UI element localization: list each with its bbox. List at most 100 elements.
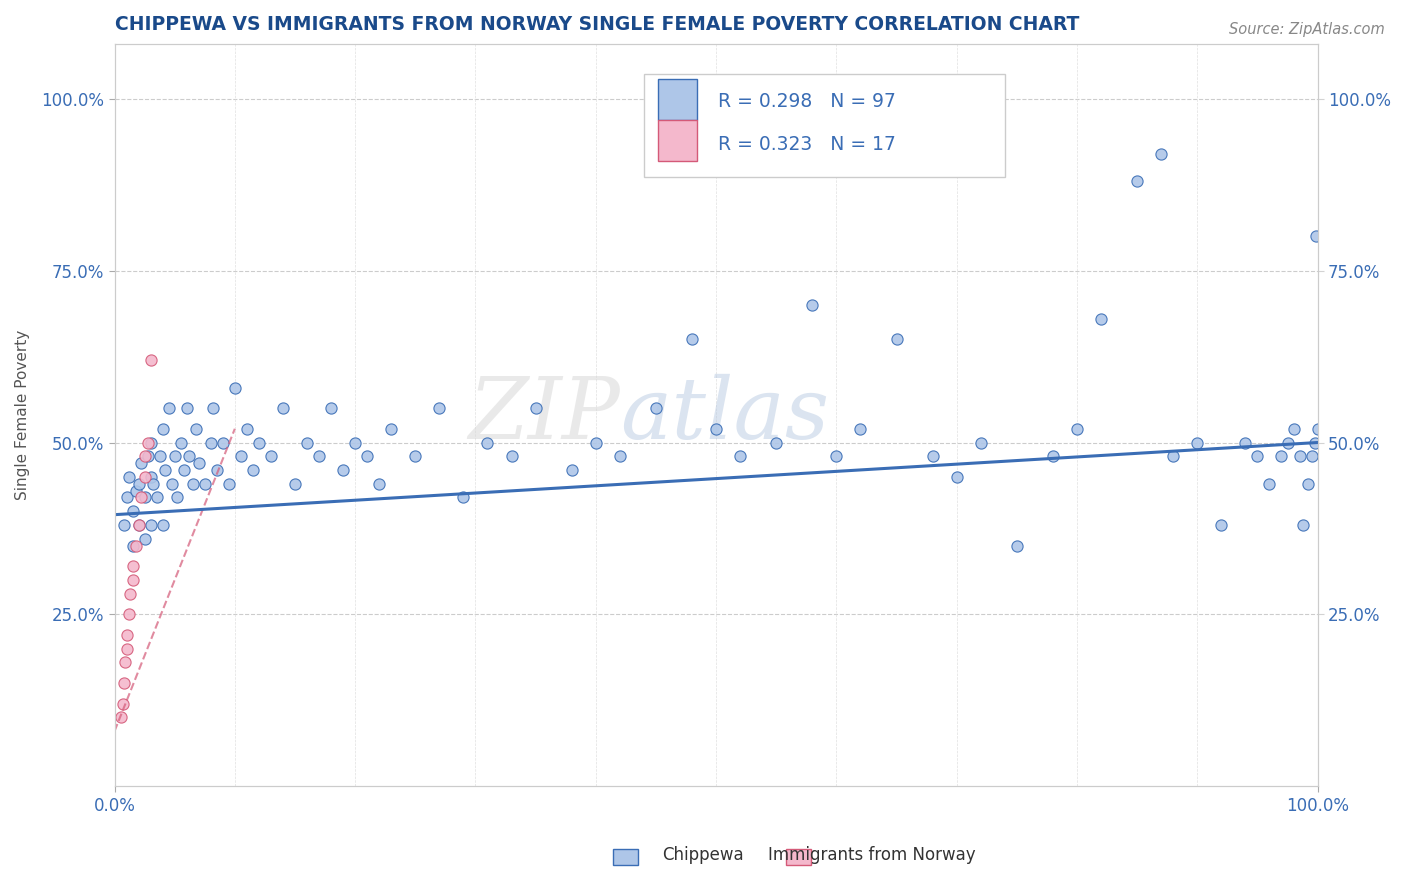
Point	[1282, 422, 1305, 436]
Point	[152, 422, 174, 436]
Point	[271, 401, 294, 416]
Point	[162, 476, 184, 491]
Point	[236, 422, 259, 436]
Point	[134, 491, 156, 505]
Point	[1305, 229, 1327, 244]
Point	[404, 449, 426, 463]
Point	[501, 449, 523, 463]
Point	[308, 449, 330, 463]
Point	[211, 435, 233, 450]
Point	[129, 456, 152, 470]
Point	[142, 476, 165, 491]
Point	[453, 491, 475, 505]
FancyBboxPatch shape	[658, 78, 697, 120]
Point	[1296, 476, 1319, 491]
Point	[380, 422, 402, 436]
Point	[128, 518, 150, 533]
Point	[121, 504, 143, 518]
Point	[149, 449, 172, 463]
Point	[115, 491, 138, 505]
Point	[153, 463, 176, 477]
Point	[121, 539, 143, 553]
FancyBboxPatch shape	[658, 120, 697, 161]
Point	[561, 463, 583, 477]
Point	[139, 353, 162, 368]
Point	[681, 333, 703, 347]
Point	[118, 470, 141, 484]
Text: Chippewa: Chippewa	[662, 846, 744, 863]
Point	[152, 518, 174, 533]
Text: atlas: atlas	[620, 374, 830, 457]
Point	[128, 476, 150, 491]
Point	[121, 559, 143, 574]
Point	[1161, 449, 1184, 463]
Point	[319, 401, 342, 416]
Point	[849, 422, 872, 436]
Point	[218, 476, 240, 491]
Point	[176, 401, 198, 416]
Point	[136, 435, 159, 450]
Point	[163, 449, 186, 463]
Point	[129, 491, 152, 505]
Point	[1234, 435, 1257, 450]
Point	[295, 435, 318, 450]
Point	[114, 656, 136, 670]
Point	[157, 401, 180, 416]
Point	[1211, 518, 1233, 533]
Point	[200, 435, 222, 450]
Point	[1126, 174, 1149, 188]
Point	[801, 298, 824, 312]
Point	[134, 532, 156, 546]
Point	[115, 628, 138, 642]
Point	[945, 470, 967, 484]
Point	[125, 539, 148, 553]
Point	[1090, 311, 1112, 326]
Point	[202, 401, 225, 416]
Point	[247, 435, 270, 450]
Point	[1270, 449, 1292, 463]
Point	[110, 710, 132, 724]
Point	[166, 491, 188, 505]
Point	[194, 476, 217, 491]
Point	[118, 607, 141, 622]
Point	[704, 422, 727, 436]
Point	[170, 435, 193, 450]
Y-axis label: Single Female Poverty: Single Female Poverty	[15, 330, 30, 500]
Point	[344, 435, 367, 450]
Point	[136, 449, 159, 463]
Point	[825, 449, 848, 463]
Point	[1288, 449, 1310, 463]
Point	[1066, 422, 1088, 436]
Point	[121, 573, 143, 587]
Point	[524, 401, 547, 416]
Point	[1187, 435, 1209, 450]
Point	[1301, 449, 1323, 463]
Text: CHIPPEWA VS IMMIGRANTS FROM NORWAY SINGLE FEMALE POVERTY CORRELATION CHART: CHIPPEWA VS IMMIGRANTS FROM NORWAY SINGL…	[114, 15, 1078, 34]
Point	[112, 518, 135, 533]
Point	[134, 449, 156, 463]
Point	[205, 463, 228, 477]
Point	[229, 449, 252, 463]
Point	[1292, 518, 1315, 533]
Point	[477, 435, 499, 450]
Text: Immigrants from Norway: Immigrants from Norway	[768, 846, 976, 863]
Point	[1042, 449, 1064, 463]
Point	[645, 401, 668, 416]
Text: R = 0.323   N = 17: R = 0.323 N = 17	[718, 135, 897, 153]
Point	[125, 483, 148, 498]
Point	[134, 470, 156, 484]
Point	[609, 449, 631, 463]
Text: ZIP: ZIP	[468, 374, 620, 457]
Point	[260, 449, 283, 463]
Point	[186, 422, 208, 436]
Point	[115, 641, 138, 656]
FancyBboxPatch shape	[644, 73, 1005, 178]
Point	[886, 333, 908, 347]
Point	[145, 491, 167, 505]
Point	[332, 463, 354, 477]
Point	[139, 470, 162, 484]
Point	[1258, 476, 1281, 491]
Point	[224, 380, 246, 394]
Point	[179, 449, 201, 463]
Point	[1277, 435, 1299, 450]
